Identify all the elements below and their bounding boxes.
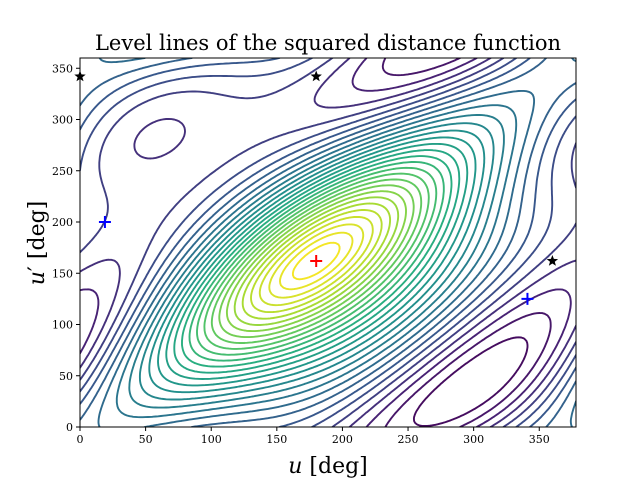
contour-level	[381, 58, 552, 427]
contour-level	[165, 142, 469, 380]
contour-level	[258, 215, 374, 307]
x-tick-label: 300	[463, 433, 484, 446]
contour-level	[97, 58, 576, 427]
x-tick-label: 350	[529, 433, 550, 446]
x-tick-label: 50	[139, 433, 153, 446]
y-tick-label: 250	[52, 165, 73, 178]
contour-level	[188, 161, 445, 362]
contour-level	[148, 129, 486, 394]
plus-marker	[521, 292, 534, 305]
y-tick-label: 50	[59, 370, 73, 383]
star-marker	[546, 254, 559, 266]
x-axis-variable: u	[288, 454, 302, 479]
contour-level	[412, 336, 529, 427]
contour-level	[128, 114, 505, 409]
contour-level	[241, 202, 392, 320]
contour-level	[115, 104, 518, 419]
contour-level	[80, 58, 576, 427]
x-axis-unit: [deg]	[302, 454, 367, 479]
contour-level	[196, 166, 438, 356]
y-tick-label: 350	[52, 62, 73, 75]
x-tick-label: 0	[77, 433, 84, 446]
y-tick-label: 200	[52, 216, 73, 229]
contour-level	[225, 190, 407, 333]
contour-level	[138, 122, 495, 401]
y-axis-label: u′ [deg]	[25, 201, 50, 286]
contour-level	[181, 155, 453, 368]
x-tick-label: 150	[266, 433, 287, 446]
plus-marker	[98, 216, 111, 228]
y-tick-label: 100	[52, 319, 73, 332]
contour-level	[233, 196, 400, 326]
x-tick-label: 200	[332, 433, 353, 446]
y-axis-unit: [deg]	[25, 201, 50, 266]
plot-frame	[79, 57, 577, 428]
y-axis-variable: u	[25, 271, 50, 285]
x-axis-ticks: 0 50 100 150 200 250 300 350	[77, 427, 550, 446]
chart-title: Level lines of the squared distance func…	[95, 31, 561, 55]
contour-level	[203, 172, 430, 350]
marker-layer	[74, 70, 559, 305]
x-axis-label: u [deg]	[288, 454, 368, 479]
contour-level	[173, 149, 461, 374]
contour-level	[218, 184, 415, 339]
y-axis-ticks: 0 50 100 150 200 250 300 350	[52, 62, 80, 434]
y-tick-label: 300	[52, 114, 73, 127]
x-tick-label: 100	[201, 433, 222, 446]
contour-level	[250, 209, 383, 314]
y-tick-label: 0	[66, 421, 73, 434]
contour-level	[157, 136, 477, 387]
y-axis-prime: ′	[25, 266, 50, 271]
contour-level	[268, 223, 365, 299]
contour-level	[291, 241, 341, 281]
contour-level	[210, 178, 423, 344]
star-marker	[310, 70, 322, 82]
y-tick-label: 150	[52, 267, 73, 280]
plus-marker	[310, 254, 323, 267]
x-tick-label: 250	[398, 433, 419, 446]
star-marker	[74, 70, 86, 82]
contour-level	[279, 231, 354, 291]
